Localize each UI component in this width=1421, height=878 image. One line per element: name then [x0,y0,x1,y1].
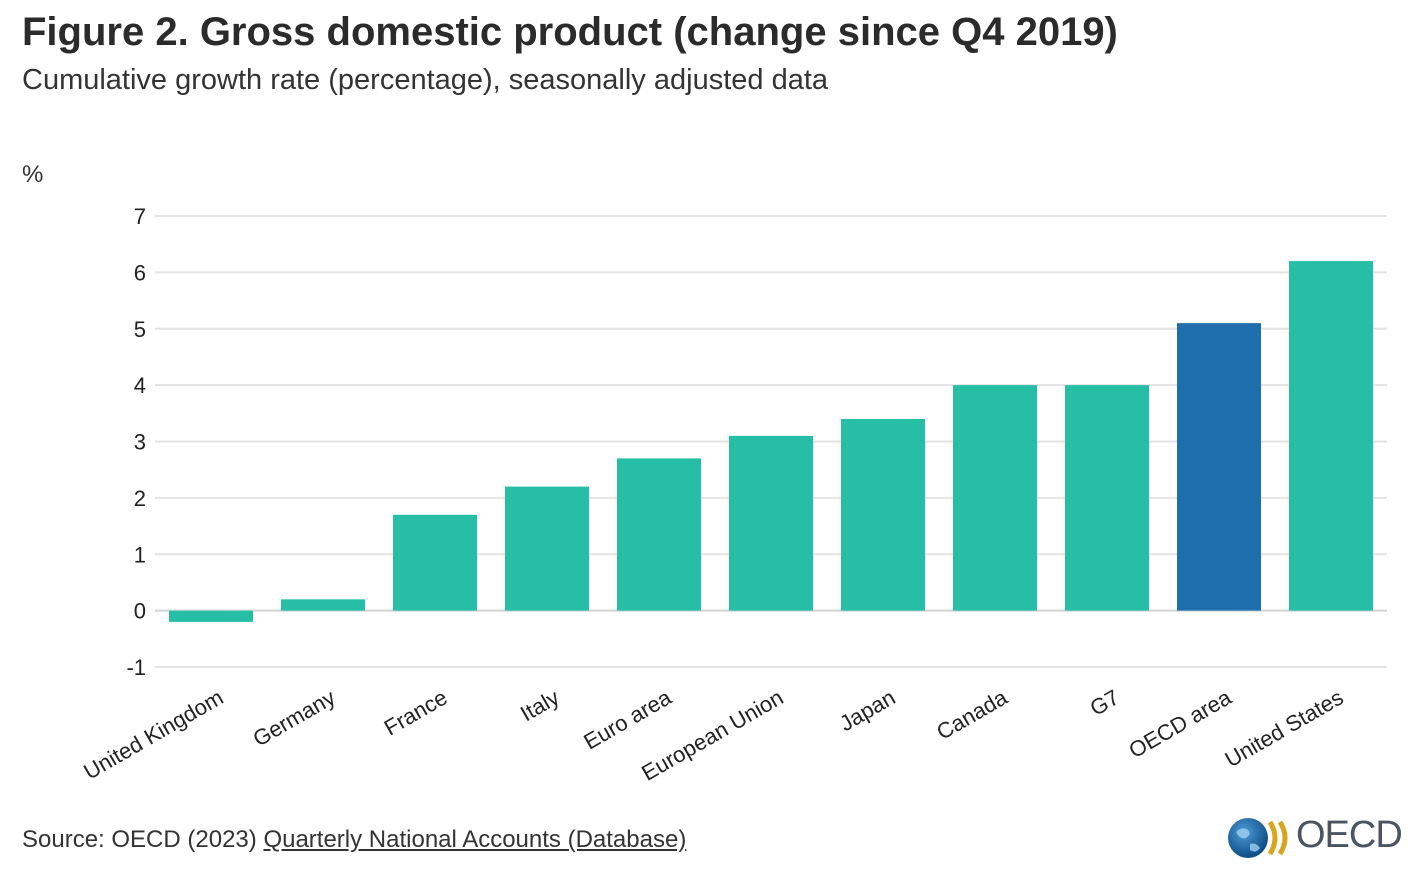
x-tick-label: OECD area [1125,684,1237,763]
bar-germany [281,599,365,611]
source-prefix: Source: OECD (2023) [22,826,264,853]
y-tick-label: 3 [134,430,146,455]
y-tick-label: 7 [134,204,146,229]
source-link[interactable]: Quarterly National Accounts (Database) [263,826,687,853]
y-tick-label: 4 [134,373,146,398]
y-axis-label: % [22,161,43,188]
oecd-logo [1228,818,1288,858]
x-tick-label: United Kingdom [79,685,227,785]
chart-title: Figure 2. Gross domestic product (change… [22,10,1118,54]
bar-canada [953,385,1037,611]
y-tick-label: 1 [134,542,146,567]
bar-united-states [1289,261,1373,611]
x-tick-label: France [380,685,452,741]
y-tick-labels: -1 0 1 2 3 4 5 6 7 [126,204,146,680]
bar-g7 [1065,385,1149,611]
y-tick-label: 2 [134,486,146,511]
x-tick-label: Italy [516,685,563,727]
chevron-icon-2 [1277,820,1288,856]
chevron-icon [1267,820,1278,856]
x-tick-label: Germany [249,685,340,752]
bar-united-kingdom [169,610,253,622]
bar-european-union [729,435,813,611]
bar-italy [505,486,589,611]
y-tick-label: 6 [134,260,146,285]
x-tick-labels: United Kingdom Germany France Italy Euro are… [79,684,1347,786]
y-tick-label: -1 [126,655,146,680]
x-tick-label: G7 [1086,685,1124,721]
source-note: Source: OECD (2023) Quarterly National A… [22,826,686,854]
bar-france [393,514,477,611]
x-tick-label: Japan [835,685,899,737]
y-tick-label: 0 [134,599,146,624]
bar-oecd-area [1177,323,1261,611]
chart-subtitle: Cumulative growth rate (percentage), sea… [22,64,829,96]
oecd-logo-text: OECD [1296,814,1403,856]
x-tick-label: Euro area [579,684,676,754]
globe-icon [1228,818,1268,858]
globe-land [1236,828,1260,852]
x-tick-label: Canada [932,684,1012,745]
bars [169,261,1373,622]
x-tick-label: United States [1221,685,1348,773]
y-tick-label: 5 [134,317,146,342]
bar-euro-area [617,458,701,611]
bar-japan [841,418,925,611]
